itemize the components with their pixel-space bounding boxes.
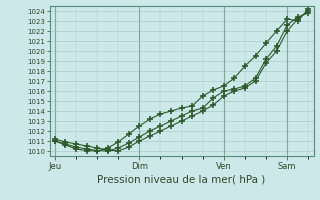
X-axis label: Pression niveau de la mer( hPa ): Pression niveau de la mer( hPa ) <box>98 175 266 185</box>
